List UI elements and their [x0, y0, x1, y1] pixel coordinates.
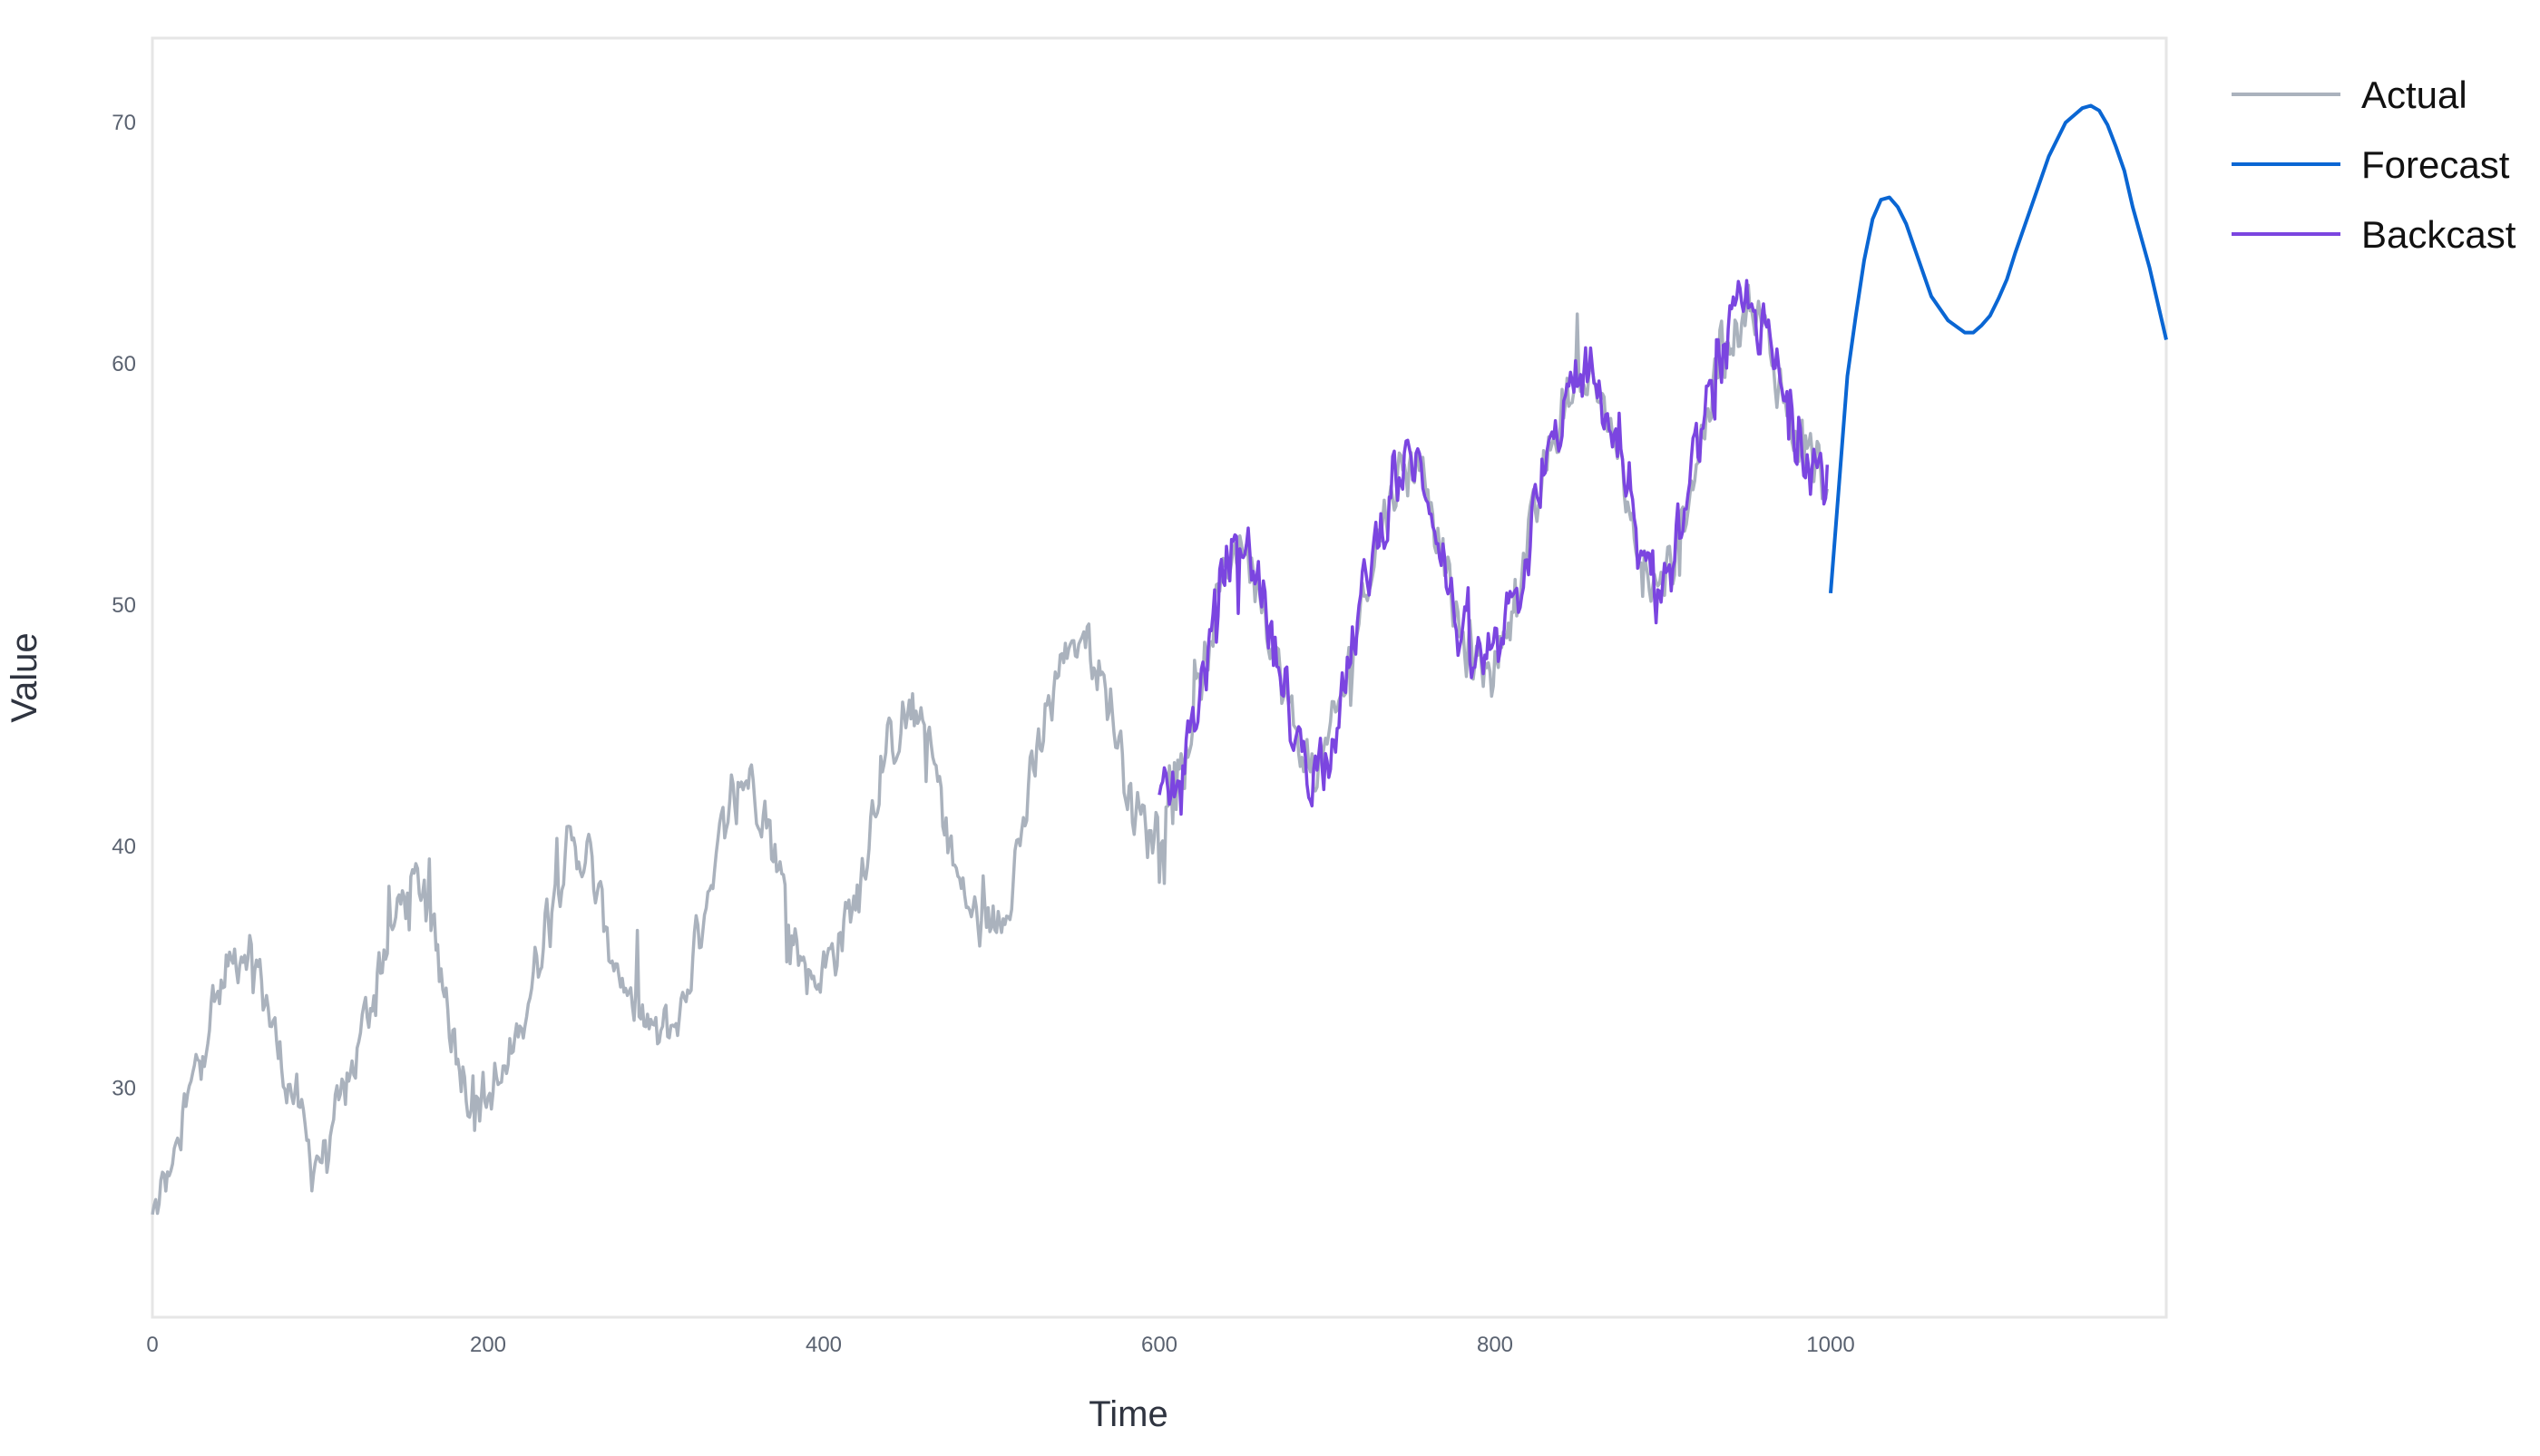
legend: Actual Forecast Backcast [2232, 73, 2516, 256]
legend-label-forecast: Forecast [2361, 143, 2510, 186]
plot-frame [151, 36, 2168, 1319]
plot-area [151, 36, 2168, 1319]
y-tick-label: 60 [112, 352, 136, 376]
y-tick-label: 50 [112, 593, 136, 618]
x-tick-label: 200 [470, 1333, 506, 1357]
series-line-backcast [1158, 278, 1830, 816]
x-tick-label: 1000 [1806, 1333, 1854, 1357]
x-tick-label: 600 [1141, 1333, 1177, 1357]
legend-label-backcast: Backcast [2361, 213, 2516, 256]
legend-label-actual: Actual [2361, 73, 2467, 116]
x-axis-title: Time [1089, 1394, 1167, 1434]
x-tick-label: 400 [806, 1333, 842, 1357]
axes-group: 0 200 400 600 800 1000 30 40 50 60 70 [112, 111, 1854, 1357]
y-tick-label: 30 [112, 1076, 136, 1100]
x-tick-label: 800 [1477, 1333, 1513, 1357]
series-group [151, 103, 2168, 1216]
series-line-forecast [1829, 103, 2168, 594]
y-tick-label: 70 [112, 111, 136, 135]
x-tick-label: 0 [146, 1333, 158, 1357]
y-tick-label: 40 [112, 835, 136, 859]
y-axis-title: Value [5, 632, 44, 722]
